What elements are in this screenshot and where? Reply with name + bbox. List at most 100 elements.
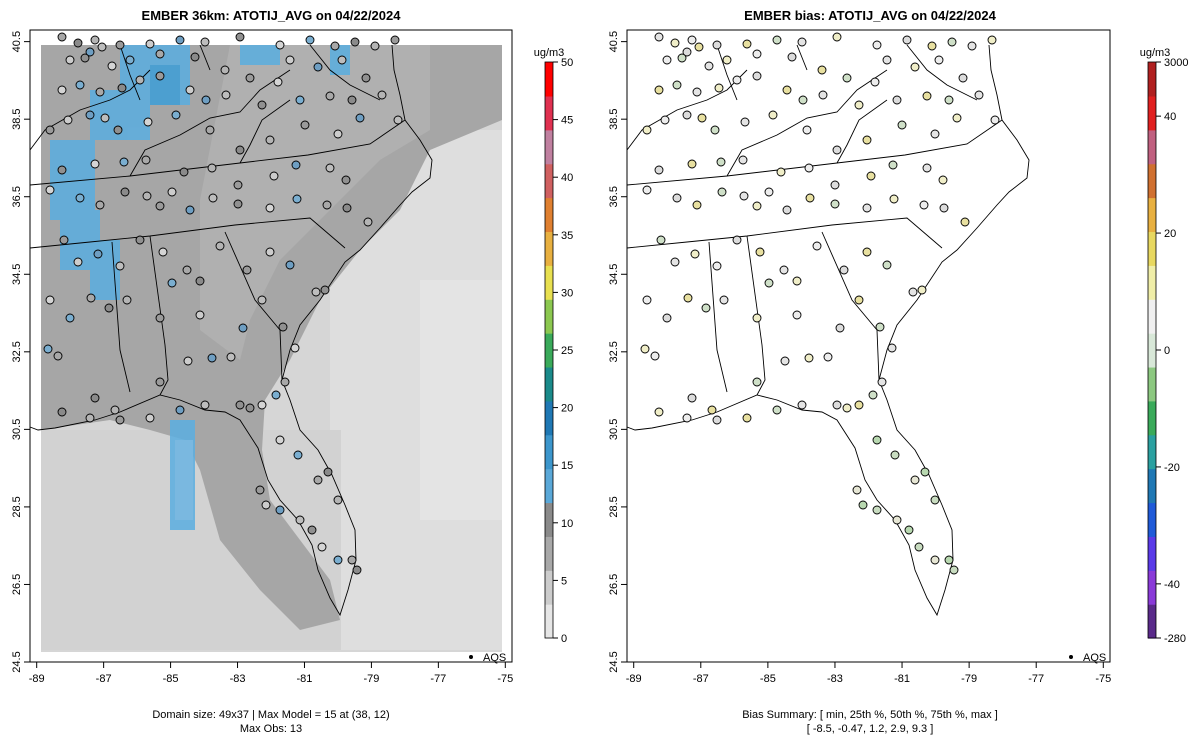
bias-marker	[755, 247, 765, 257]
station-marker	[85, 413, 95, 423]
station-marker	[269, 171, 279, 181]
left-colorbar: 0 5 10 15 20 25 30 35 40 45 50	[544, 57, 573, 645]
station-marker	[313, 475, 323, 485]
station-marker	[155, 377, 165, 387]
colorbar-tick-label: 20	[561, 403, 573, 415]
bias-marker	[888, 160, 898, 170]
bias-marker	[764, 187, 774, 197]
station-marker	[122, 295, 132, 305]
station-marker	[93, 249, 103, 259]
bias-marker	[752, 201, 762, 211]
station-marker	[155, 71, 165, 81]
bias-marker	[740, 117, 750, 127]
bias-marker	[672, 193, 682, 203]
x-tick-label: -77	[430, 673, 446, 685]
colorbar-tick-label: 40	[561, 172, 573, 184]
station-marker	[85, 110, 95, 120]
station-marker	[115, 261, 125, 271]
bias-marker	[875, 322, 885, 332]
bias-marker	[654, 32, 664, 42]
bias-marker	[719, 295, 729, 305]
station-marker	[135, 235, 145, 245]
bias-marker	[862, 247, 872, 257]
station-marker	[295, 95, 305, 105]
station-marker	[300, 120, 310, 130]
bias-marker	[852, 485, 862, 495]
bias-marker	[670, 38, 680, 48]
bias-marker	[914, 542, 924, 552]
station-marker	[257, 100, 267, 110]
station-marker	[95, 87, 105, 97]
right-chart-title: EMBER bias: ATOTIJ_AVG on 04/22/2024	[744, 8, 996, 23]
station-marker	[377, 90, 387, 100]
bias-marker	[842, 73, 852, 83]
station-marker	[142, 191, 152, 201]
left-panel: EMBER 36km: ATOTIJ_AVG on 04/22/2024	[11, 8, 573, 735]
bias-marker	[952, 113, 962, 123]
bias-marker	[904, 525, 914, 535]
bias-marker	[642, 125, 652, 135]
colorbar-segment	[1148, 468, 1156, 504]
left-y-axis: 24.5 26.5 28.5 30.5 32.5 34.5 36.5 38.5 40.5	[11, 31, 30, 673]
left-heatmap	[30, 30, 512, 662]
station-marker	[63, 115, 73, 125]
station-marker	[347, 555, 357, 565]
bias-marker	[716, 157, 726, 167]
bias-marker	[839, 265, 849, 275]
y-tick-label: 34.5	[608, 264, 620, 285]
bias-marker	[882, 55, 892, 65]
land-field	[41, 45, 502, 630]
station-marker	[280, 377, 290, 387]
bias-marker	[772, 35, 782, 45]
left-x-axis: -89 -87 -85 -83 -81 -79 -77 -75	[29, 662, 513, 685]
bias-marker	[967, 41, 977, 51]
station-marker	[221, 90, 231, 100]
y-tick-label: 36.5	[608, 186, 620, 207]
y-tick-label: 24.5	[11, 651, 23, 672]
right-footer-line2: [ -8.5, -0.47, 1.2, 2.9, 9.3 ]	[807, 723, 934, 735]
station-marker	[45, 185, 55, 195]
bias-marker	[877, 377, 887, 387]
station-marker	[43, 344, 53, 354]
bias-marker	[922, 163, 932, 173]
station-marker	[115, 415, 125, 425]
bias-marker	[805, 193, 815, 203]
bias-marker	[949, 565, 959, 575]
station-marker	[261, 500, 271, 510]
station-marker	[273, 77, 283, 87]
x-tick-label: -87	[693, 673, 709, 685]
station-marker	[155, 49, 165, 59]
station-marker	[257, 400, 267, 410]
x-tick-label: -81	[297, 673, 313, 685]
x-tick-label: -85	[163, 673, 179, 685]
y-tick-label: 26.5	[608, 574, 620, 595]
station-marker	[95, 200, 105, 210]
bias-marker	[692, 200, 702, 210]
bias-marker	[862, 203, 872, 213]
colorbar-segment	[1148, 400, 1156, 436]
y-tick-label: 32.5	[608, 341, 620, 362]
bias-marker	[792, 310, 802, 320]
bias-marker	[798, 95, 808, 105]
colorbar-segment	[1148, 434, 1156, 470]
colorbar-segment	[545, 366, 553, 402]
station-marker	[57, 407, 67, 417]
bias-marker	[892, 515, 902, 525]
bias-marker	[697, 113, 707, 123]
x-tick-label: -79	[363, 673, 379, 685]
station-marker	[342, 203, 352, 213]
bias-marker	[640, 344, 650, 354]
left-colorbar-unit: ug/m3	[534, 47, 565, 59]
bias-marker	[687, 393, 697, 403]
colorbar-segment	[1148, 333, 1156, 368]
bias-marker	[930, 129, 940, 139]
bias-marker	[910, 475, 920, 485]
station-marker	[90, 393, 100, 403]
station-marker	[320, 285, 330, 295]
bias-marker	[960, 217, 970, 227]
station-marker	[45, 295, 55, 305]
colorbar-segment	[545, 129, 553, 165]
bias-marker	[738, 155, 748, 165]
station-marker	[182, 265, 192, 275]
